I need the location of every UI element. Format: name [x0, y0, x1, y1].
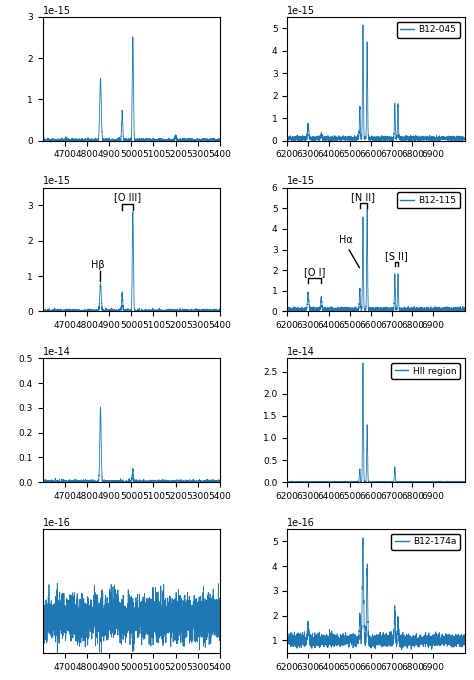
- Legend: B12-174a: B12-174a: [392, 534, 460, 550]
- Text: 1e-16: 1e-16: [43, 518, 71, 528]
- Text: 1e-14: 1e-14: [43, 347, 71, 357]
- Text: [O III]: [O III]: [114, 192, 141, 203]
- Text: 1e-15: 1e-15: [287, 177, 315, 186]
- Text: 1e-15: 1e-15: [43, 177, 71, 186]
- Text: [O I]: [O I]: [304, 267, 325, 277]
- Text: [S II]: [S II]: [385, 252, 408, 261]
- Text: 1e-14: 1e-14: [287, 347, 315, 357]
- Text: 1e-15: 1e-15: [43, 5, 71, 16]
- Text: 1e-15: 1e-15: [287, 5, 315, 16]
- Text: Hα: Hα: [339, 235, 353, 245]
- Text: [N II]: [N II]: [352, 192, 375, 203]
- Legend: B12-115: B12-115: [397, 192, 460, 209]
- Legend: HII region: HII region: [391, 363, 460, 379]
- Legend: B12-045: B12-045: [397, 22, 460, 37]
- Text: 1e-16: 1e-16: [287, 518, 315, 528]
- Text: Hβ: Hβ: [91, 260, 105, 270]
